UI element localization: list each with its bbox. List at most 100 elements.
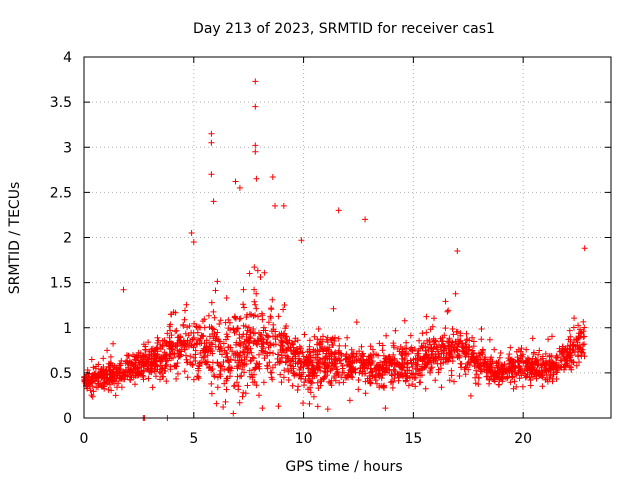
data-point: [231, 314, 238, 321]
data-point: [499, 378, 506, 385]
data-point: [219, 363, 226, 370]
data-point: [523, 346, 530, 353]
data-point: [252, 301, 259, 308]
data-point: [462, 371, 469, 378]
data-point: [250, 313, 257, 319]
data-point: [242, 344, 249, 351]
data-point: [110, 340, 117, 347]
data-point: [496, 381, 503, 388]
data-point: [435, 369, 442, 376]
data-point: [371, 373, 378, 380]
data-point: [253, 382, 260, 389]
data-point: [210, 198, 217, 205]
data-point: [451, 378, 457, 385]
data-point: [407, 357, 414, 364]
data-point: [196, 360, 203, 367]
data-point: [568, 357, 574, 364]
data-point: [554, 354, 561, 361]
data-point: [253, 175, 260, 182]
data-point: [536, 347, 543, 354]
data-point: [302, 359, 309, 366]
data-point: [461, 350, 468, 357]
data-point: [417, 356, 424, 362]
data-point: [107, 381, 113, 388]
data-point: [232, 178, 239, 185]
data-point: [266, 359, 273, 366]
data-point: [290, 365, 297, 372]
data-point: [366, 353, 373, 360]
data-point: [162, 352, 169, 359]
data-point: [369, 368, 376, 375]
data-point: [432, 377, 439, 384]
data-point: [465, 359, 472, 366]
data-point: [516, 367, 523, 374]
data-point: [205, 365, 212, 371]
data-point: [524, 358, 531, 365]
data-point: [481, 366, 488, 373]
data-point: [308, 362, 315, 368]
data-point: [527, 377, 534, 384]
data-point: [581, 324, 588, 331]
data-point: [204, 358, 211, 365]
data-point: [300, 400, 306, 407]
data-point: [283, 323, 290, 329]
data-point: [261, 355, 268, 362]
data-point: [260, 379, 267, 386]
data-point: [251, 264, 258, 271]
data-point: [511, 378, 518, 385]
data-point: [508, 364, 515, 371]
data-point: [280, 330, 287, 337]
data-point: [459, 344, 466, 351]
data-point: [488, 354, 495, 361]
data-point: [250, 355, 257, 362]
data-point: [268, 369, 275, 376]
data-point: [278, 349, 285, 356]
data-point: [201, 324, 208, 331]
data-point: [253, 360, 260, 367]
data-point: [251, 286, 258, 293]
y-tick-label: 3.5: [50, 95, 72, 111]
data-point: [475, 360, 482, 367]
data-point: [275, 313, 282, 320]
data-point: [438, 350, 445, 357]
data-point: [465, 346, 472, 353]
data-point: [403, 339, 410, 346]
data-point: [344, 334, 351, 341]
data-point: [507, 379, 514, 386]
data-point: [358, 343, 365, 350]
data-point: [305, 353, 312, 360]
data-point: [567, 354, 574, 361]
data-point: [428, 364, 435, 371]
data-point: [248, 371, 255, 378]
data-point: [278, 379, 285, 386]
data-point: [315, 326, 322, 332]
data-point: [125, 352, 132, 359]
data-point: [252, 103, 259, 110]
data-point: [103, 380, 109, 387]
data-point: [224, 357, 231, 364]
data-point: [198, 354, 205, 361]
data-point: [415, 347, 422, 354]
data-point: [299, 349, 306, 356]
data-point: [270, 333, 276, 340]
data-point: [507, 344, 514, 351]
data-point: [407, 332, 414, 339]
data-point: [150, 358, 156, 365]
data-point: [564, 343, 571, 349]
data-point: [527, 359, 534, 366]
data-point: [239, 393, 246, 400]
data-point: [496, 367, 503, 374]
data-point: [246, 367, 253, 374]
data-point: [274, 351, 281, 358]
data-point: [294, 371, 300, 378]
data-point: [256, 392, 262, 399]
data-point: [284, 365, 291, 372]
data-point: [428, 345, 435, 352]
data-point: [187, 353, 194, 360]
data-point: [470, 343, 477, 350]
data-point: [236, 352, 243, 359]
data-point: [244, 382, 251, 389]
data-point: [245, 337, 251, 344]
